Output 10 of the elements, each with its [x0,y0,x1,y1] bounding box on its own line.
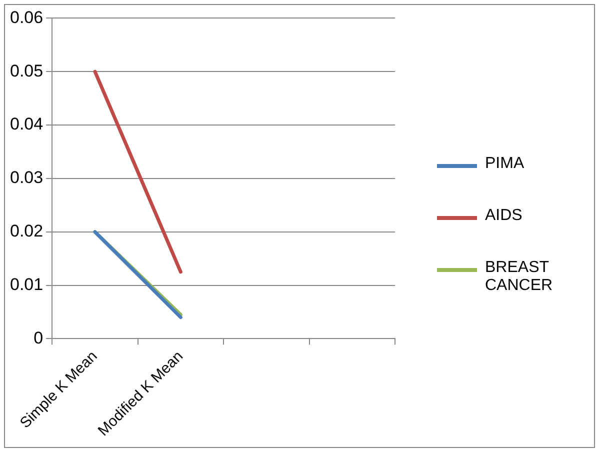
y-tick-label: 0.03 [10,168,44,188]
legend-label: PIMA [485,155,524,173]
y-tick-label: 0 [34,328,44,348]
y-tick-label: 0.05 [10,61,44,80]
legend-label: BREAST CANCER [485,259,554,295]
y-tick-label: 0.04 [10,114,44,134]
y-tick-label: 0.06 [10,8,44,27]
legend-label: AIDS [485,207,522,225]
y-tick-label: 0.02 [10,222,44,241]
y-tick-label: 0.01 [10,274,44,294]
